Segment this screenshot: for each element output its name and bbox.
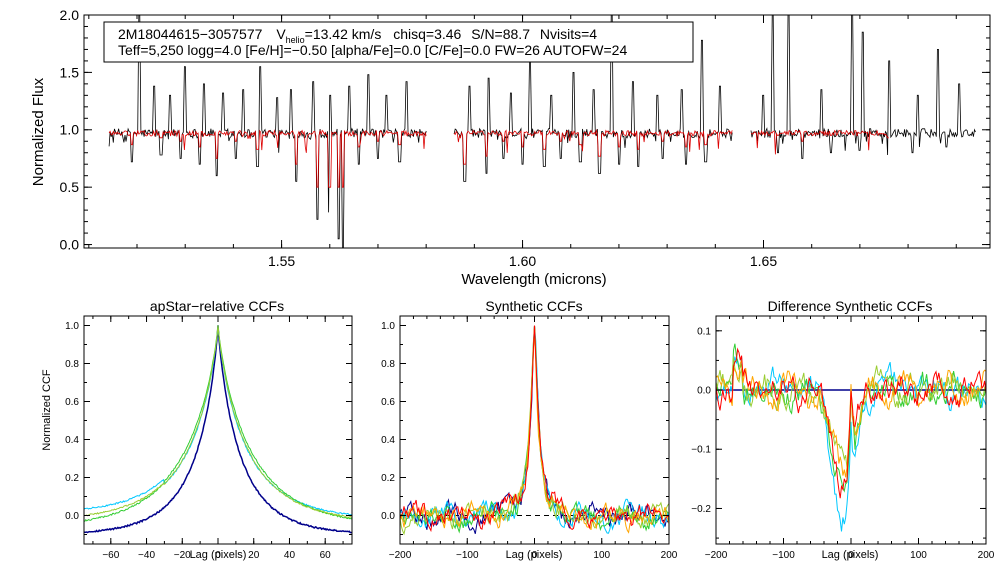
y-tick-label: 0.8 <box>381 359 395 370</box>
x-tick-label: −100 <box>456 550 479 561</box>
spectrum-model-chip-3 <box>750 129 889 155</box>
info-vhelio-subscript: helio <box>286 35 305 45</box>
apstar-ccf-frame <box>83 315 353 545</box>
synthetic-ccf-xlabel: Lag (pixels) <box>506 549 563 561</box>
apstar-ccf-series <box>83 325 353 522</box>
y-tick-label: 0.0 <box>381 511 395 522</box>
apstar-ccf-xlabel: Lag (pixels) <box>190 549 247 561</box>
x-tick-label: −40 <box>138 550 155 561</box>
y-tick-label: 0.5 <box>60 179 80 195</box>
x-tick-label: 200 <box>978 550 995 561</box>
x-tick-label: 100 <box>593 550 610 561</box>
synthetic-ccf-title: Synthetic CCFs <box>485 298 582 314</box>
spectrum-series <box>108 15 976 248</box>
x-tick-label: −200 <box>705 550 728 561</box>
y-tick-label: 0.4 <box>381 435 395 446</box>
difference-ccf-series <box>716 343 986 493</box>
spectrum-axes: 1.55 1.60 1.65 0.0 0.5 1.0 1.5 2.0 <box>60 7 990 269</box>
synthetic-ccf-series <box>399 325 670 533</box>
info-chisq: chisq=3.46 <box>393 26 461 42</box>
y-tick-label: 0.0 <box>697 386 711 397</box>
info-line-2: Teff=5,250 logg=4.0 [Fe/H]=−0.50 [alpha/… <box>118 42 627 58</box>
x-tick-label: 40 <box>284 550 296 561</box>
x-tick-label: 60 <box>320 550 332 561</box>
x-tick-label: 20 <box>248 550 260 561</box>
y-tick-label: 0.0 <box>60 236 80 252</box>
x-tick-label: 1.65 <box>750 253 777 269</box>
synthetic-ccf-panel: Synthetic CCFs −200 −100 0 100 200 0.0 0.2 0.4 0… <box>381 298 678 561</box>
y-tick-label: 0.8 <box>65 359 79 370</box>
synthetic-ccf-series <box>399 325 670 534</box>
spectrum-observed-chip-3 <box>750 15 976 159</box>
apstar-ccf-axes: −60 −40 −20 0 20 40 60 0.0 0.2 0.4 0.6 0.8 1.0 <box>65 316 352 561</box>
y-tick-label: 1.0 <box>381 321 395 332</box>
x-tick-label: 0 <box>848 550 854 561</box>
apstar-ccf-plot-area <box>83 325 353 534</box>
y-tick-label: 0.1 <box>697 326 711 337</box>
synthetic-ccf-plot-area <box>399 325 670 536</box>
difference-ccf-series-group <box>716 343 986 532</box>
spectrum-ylabel: Normalized Flux <box>30 77 47 186</box>
apstar-ccf-ylabel: Normalized CCF <box>41 369 53 451</box>
y-tick-label: −0.1 <box>691 445 711 456</box>
y-tick-label: 0.0 <box>65 511 79 522</box>
synthetic-ccf-series <box>399 325 670 534</box>
x-tick-label: −20 <box>174 550 191 561</box>
apstar-ccf-series <box>83 325 353 518</box>
info-star-id: 2M18044615−3057577 <box>118 26 263 42</box>
difference-ccf-panel: Difference Synthetic CCFs −200 −100 0 100 20… <box>691 298 995 561</box>
difference-ccf-plot-area <box>716 343 986 532</box>
difference-ccf-axes: −200 −100 0 100 200 −0.2 −0.1 0.0 0.1 <box>691 316 995 561</box>
x-tick-label: 200 <box>661 550 678 561</box>
spectrum-frame <box>83 14 991 249</box>
x-tick-label: 1.60 <box>509 253 536 269</box>
spectrum-model-chip-1 <box>108 129 427 188</box>
spectrum-plot-area <box>108 15 976 248</box>
y-tick-label: 1.0 <box>65 321 79 332</box>
spectrum-model-chip-2 <box>453 128 733 165</box>
info-box-frame <box>103 21 694 63</box>
y-tick-label: −0.2 <box>691 504 711 515</box>
x-tick-label: 100 <box>910 550 927 561</box>
info-vhelio-prefix: V <box>276 26 286 42</box>
info-line-1: 2M18044615−3057577 Vhelio=13.42 km/s chi… <box>118 26 597 45</box>
synthetic-ccf-axes: −200 −100 0 100 200 0.0 0.2 0.4 0.6 0.8 1.0 <box>381 316 678 561</box>
y-tick-label: 0.6 <box>65 397 79 408</box>
apstar-ccf-series <box>83 326 353 516</box>
apstar-ccf-title: apStar−relative CCFs <box>150 298 284 314</box>
info-snr: S/N=88.7 <box>471 26 530 42</box>
x-tick-label: 1.55 <box>268 253 295 269</box>
info-nvisits: Nvisits=4 <box>540 26 597 42</box>
x-tick-label: −200 <box>389 550 412 561</box>
x-tick-label: −100 <box>772 550 795 561</box>
difference-ccf-series <box>716 347 986 499</box>
x-tick-label: 0 <box>215 550 221 561</box>
difference-ccf-title: Difference Synthetic CCFs <box>768 298 933 314</box>
y-tick-label: 2.0 <box>60 7 80 23</box>
y-tick-label: 1.0 <box>60 122 80 138</box>
x-tick-label: −60 <box>102 550 119 561</box>
spectrum-info-box: 2M18044615−3057577 Vhelio=13.42 km/s chi… <box>103 21 694 63</box>
spectrum-panel: 1.55 1.60 1.65 0.0 0.5 1.0 1.5 2.0 Normalized F… <box>30 7 991 288</box>
synthetic-ccf-series <box>399 325 670 534</box>
y-tick-label: 1.5 <box>60 64 80 80</box>
y-tick-label: 0.2 <box>65 473 79 484</box>
info-vhelio-value: =13.42 km/s <box>305 26 382 42</box>
difference-ccf-series <box>716 357 986 469</box>
difference-ccf-series <box>716 359 986 478</box>
y-tick-label: 0.6 <box>381 397 395 408</box>
spectrum-xlabel: Wavelength (microns) <box>461 271 606 288</box>
y-tick-label: 0.4 <box>65 435 79 446</box>
difference-ccf-xlabel: Lag (pixels) <box>822 549 879 561</box>
x-tick-label: 0 <box>532 550 538 561</box>
apstar-ccf-panel: apStar−relative CCFs −60 −40 −20 0 20 40 60 0.0… <box>41 298 353 561</box>
y-tick-label: 0.2 <box>381 473 395 484</box>
